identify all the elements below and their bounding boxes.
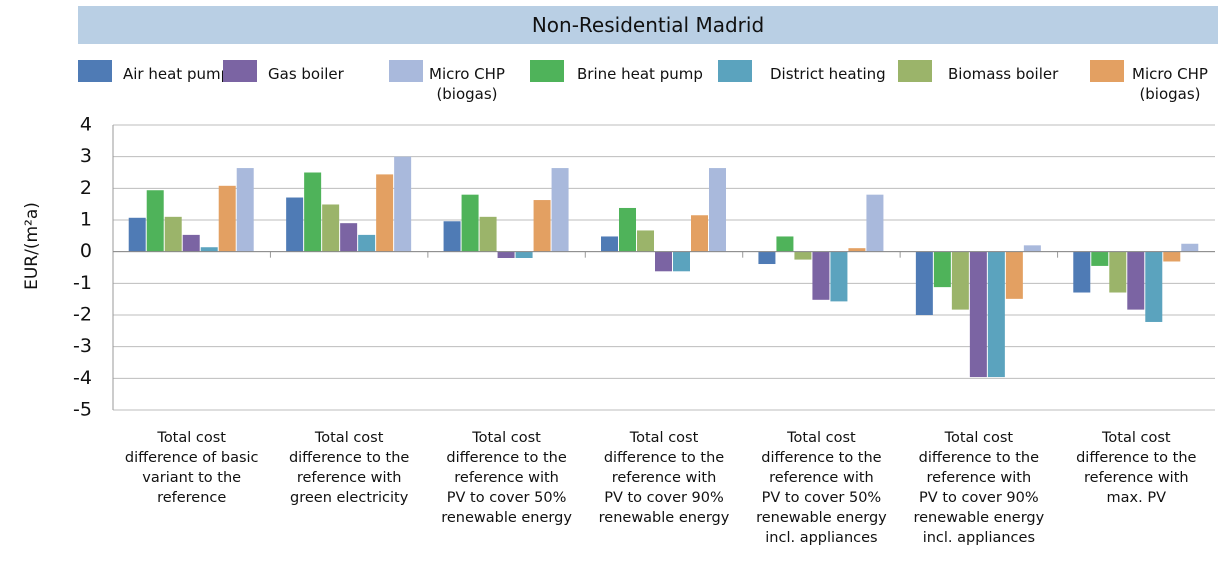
chart-title: Non-Residential Madrid xyxy=(78,6,1218,44)
legend-swatch xyxy=(1090,60,1124,82)
bar xyxy=(655,251,672,272)
bar xyxy=(146,190,164,252)
y-tick-label: -3 xyxy=(73,335,92,357)
bar xyxy=(1109,251,1127,293)
bar xyxy=(376,174,394,252)
bar xyxy=(1127,251,1145,310)
bar xyxy=(830,251,848,302)
bar xyxy=(533,200,551,252)
y-tick-label: 3 xyxy=(80,145,92,167)
x-tick-label: Total cost difference to the reference w… xyxy=(288,430,410,506)
legend-label: Biomass boiler xyxy=(948,65,1059,83)
bar xyxy=(812,251,830,300)
bar xyxy=(286,197,304,252)
bar xyxy=(1005,251,1023,299)
x-tick-label: Total cost difference to the reference w… xyxy=(913,430,1045,546)
bar xyxy=(866,194,884,252)
y-tick-label: -2 xyxy=(73,304,92,326)
legend-label: Brine heat pump xyxy=(577,65,703,83)
bar xyxy=(951,251,969,310)
bar xyxy=(969,251,987,378)
bar xyxy=(322,204,340,252)
bar xyxy=(1073,251,1091,293)
legend-swatch xyxy=(389,60,423,82)
y-axis-title: EUR/(m²a) xyxy=(22,202,42,290)
bar xyxy=(1163,251,1181,262)
bar xyxy=(358,234,376,252)
legend-swatch xyxy=(898,60,932,82)
legend-label: Air heat pump xyxy=(123,65,231,83)
bar xyxy=(182,234,200,252)
legend-label: District heating xyxy=(770,65,886,83)
bar xyxy=(515,251,533,258)
bar xyxy=(461,194,479,252)
bar xyxy=(236,168,254,252)
bar xyxy=(218,185,236,252)
bar xyxy=(551,168,569,252)
y-tick-label: -5 xyxy=(73,399,92,421)
bar xyxy=(776,236,794,252)
legend-swatch xyxy=(718,60,752,82)
x-tick-label: Total cost difference to the reference w… xyxy=(598,430,730,526)
bar xyxy=(304,172,322,252)
legend-label: Micro CHP (biogas) xyxy=(429,65,505,103)
legend-label: Gas boiler xyxy=(268,65,344,83)
bar xyxy=(848,248,866,252)
y-tick-label: 4 xyxy=(80,114,92,136)
y-tick-label: -4 xyxy=(73,367,92,389)
x-tick-label: Total cost difference of basic variant t… xyxy=(124,430,259,506)
bar xyxy=(1181,243,1199,252)
bar xyxy=(601,236,618,252)
bar xyxy=(987,251,1005,378)
y-tick-label: -1 xyxy=(73,272,92,294)
y-tick-label: 1 xyxy=(80,209,92,231)
bar xyxy=(164,216,182,252)
legend-swatch xyxy=(223,60,257,82)
legend-swatch xyxy=(78,60,112,82)
x-tick-label: Total cost difference to the reference w… xyxy=(441,430,572,526)
bar xyxy=(497,251,515,258)
bar xyxy=(200,247,218,252)
bar xyxy=(394,156,412,252)
bar xyxy=(637,230,654,252)
bar xyxy=(128,217,146,252)
bar xyxy=(794,251,812,260)
bar xyxy=(709,168,726,252)
bar xyxy=(1091,251,1109,266)
bar xyxy=(758,251,776,265)
x-tick-label: Total cost difference to the reference w… xyxy=(756,430,887,546)
bar xyxy=(443,221,461,252)
bar xyxy=(933,251,951,288)
bar xyxy=(691,215,708,252)
legend-label: Micro CHP (biogas) xyxy=(1132,65,1208,103)
bar xyxy=(619,207,636,252)
x-tick-label: Total cost difference to the reference w… xyxy=(1076,430,1197,506)
legend-swatch xyxy=(530,60,564,82)
y-tick-label: 2 xyxy=(80,177,92,199)
bar xyxy=(479,216,497,252)
y-tick-label: 0 xyxy=(80,240,92,262)
bar xyxy=(1023,245,1041,252)
bar xyxy=(673,251,690,272)
bar xyxy=(340,223,358,252)
bar xyxy=(1145,251,1163,322)
bar xyxy=(915,251,933,315)
